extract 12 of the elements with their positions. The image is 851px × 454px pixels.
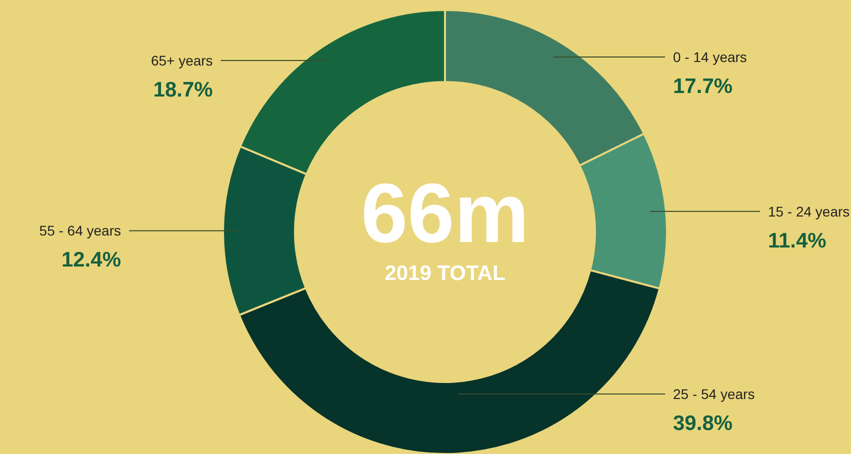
slice-label: 65+ years	[150, 52, 213, 69]
data-label: 11.4%	[768, 229, 827, 252]
slice-label: 0 - 14 years	[673, 49, 747, 66]
data-label: 17.7%	[673, 75, 733, 98]
slice-label: 25 - 54 years	[673, 386, 755, 402]
data-label: 39.8%	[673, 412, 733, 435]
slice-label: 15 - 24 years	[768, 203, 850, 220]
text: 2019 TOTAL	[384, 262, 506, 285]
slice-label: 55 - 64 years	[39, 222, 122, 239]
text: 66m	[360, 166, 530, 260]
data-label: 18.7%	[153, 78, 214, 102]
data-label: 12.4%	[61, 248, 122, 272]
